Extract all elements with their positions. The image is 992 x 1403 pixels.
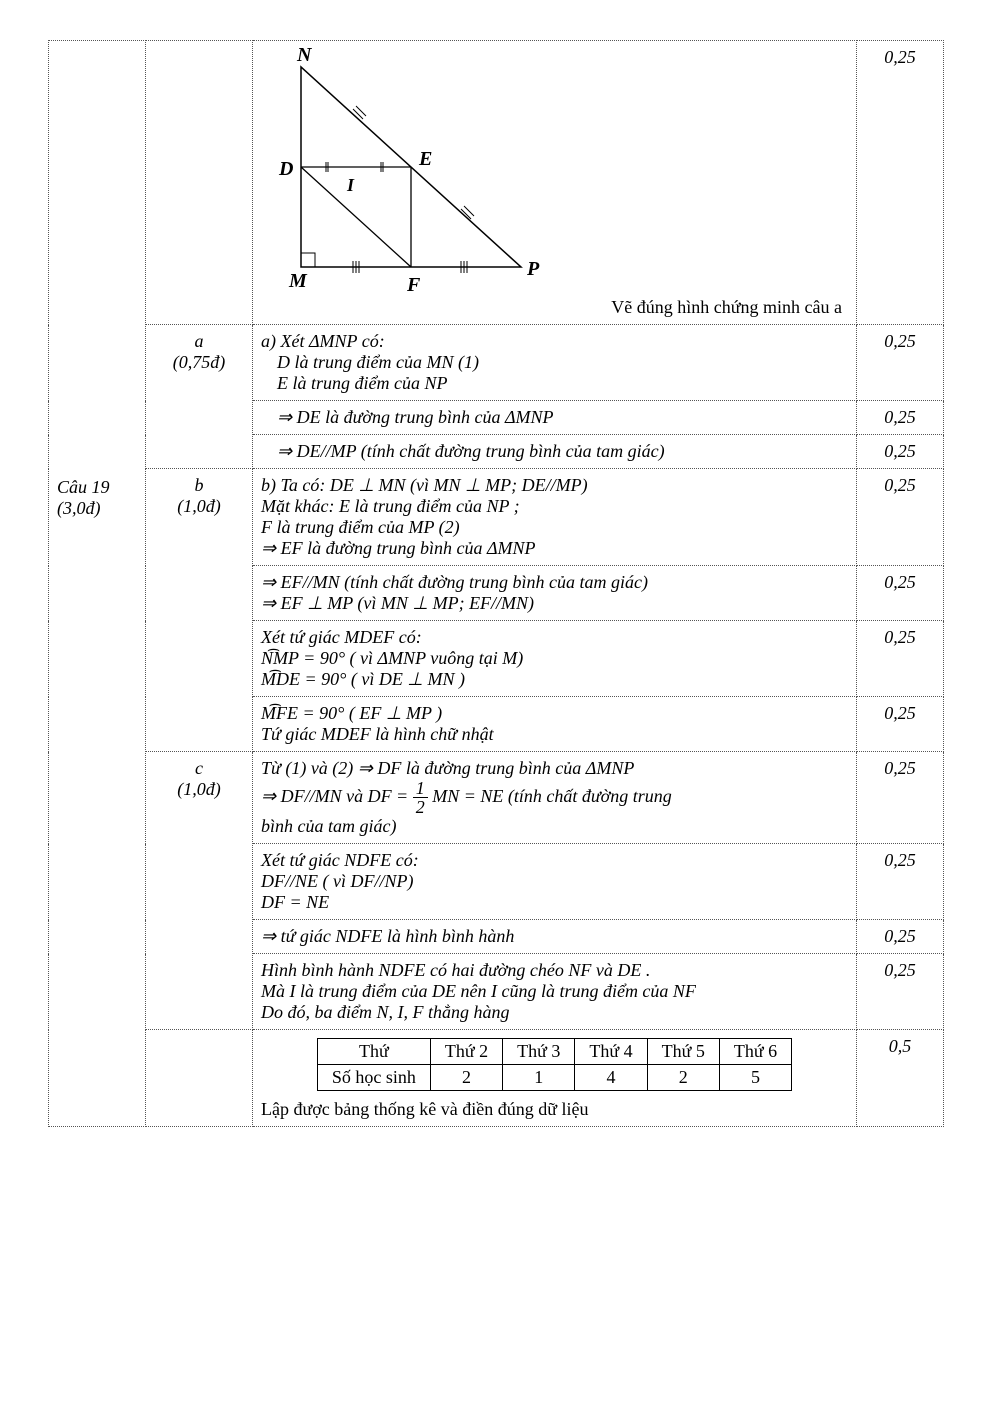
part-c-points: (1,0đ) bbox=[177, 779, 221, 799]
row-label: Số học sinh bbox=[317, 1065, 430, 1091]
v-0: 2 bbox=[430, 1065, 502, 1091]
score-a3: 0,25 bbox=[857, 435, 944, 469]
score-c4: 0,25 bbox=[857, 954, 944, 1030]
stats-cell: Thứ Thứ 2 Thứ 3 Thứ 4 Thứ 5 Thứ 6 Số học… bbox=[253, 1030, 857, 1127]
lbl-D: D bbox=[278, 158, 293, 180]
score-stats: 0,5 bbox=[857, 1030, 944, 1127]
frac-num: 1 bbox=[413, 779, 428, 798]
c-r3: ⇒ tứ giác NDFE là hình bình hành bbox=[253, 920, 857, 954]
question-points: (3,0đ) bbox=[57, 498, 101, 518]
part-c-cell: c (1,0đ) bbox=[146, 752, 253, 1030]
c-t2b: MN = NE (tính chất đường trung bbox=[432, 786, 672, 806]
lbl-F: F bbox=[406, 274, 421, 296]
part-b-label: b bbox=[195, 475, 204, 495]
b-r3: Xét tứ giác MDEF có: N͡MP = 90° ( vì ΔMN… bbox=[253, 621, 857, 697]
c-t9: Mà I là trung điểm của DE nên I cũng là … bbox=[261, 981, 696, 1001]
c-t4: Xét tứ giác NDFE có: bbox=[261, 850, 419, 870]
a-r3: ⇒ DE//MP (tính chất đường trung bình của… bbox=[253, 435, 857, 469]
c-t10: Do đó, ba điểm N, I, F thẳng hàng bbox=[261, 1002, 509, 1022]
stats-caption: Lập được bảng thống kê và điền đúng dữ l… bbox=[261, 1099, 848, 1120]
score-c3: 0,25 bbox=[857, 920, 944, 954]
lbl-M: M bbox=[288, 270, 308, 292]
th-3: Thứ 4 bbox=[575, 1039, 647, 1065]
part-a-cell: a (0,75đ) bbox=[146, 325, 253, 469]
c-r1: Từ (1) và (2) ⇒ DF là đường trung bình c… bbox=[253, 752, 857, 844]
c-t1: Từ (1) và (2) ⇒ DF là đường trung bình c… bbox=[261, 758, 634, 778]
score-b2: 0,25 bbox=[857, 566, 944, 621]
v-4: 5 bbox=[719, 1065, 791, 1091]
part-a-points: (0,75đ) bbox=[173, 352, 226, 372]
score-b4: 0,25 bbox=[857, 697, 944, 752]
b-t8: N͡MP = 90° ( vì ΔMNP vuông tại M) bbox=[261, 648, 523, 668]
c-t3: bình của tam giác) bbox=[261, 816, 396, 836]
a-t2: D là trung điểm của MN (1) bbox=[261, 352, 479, 372]
frac-den: 2 bbox=[413, 798, 428, 816]
part-c-label: c bbox=[195, 758, 203, 778]
part-empty-1 bbox=[146, 41, 253, 325]
b-t9: M͡DE = 90° ( vì DE ⊥ MN ) bbox=[261, 669, 465, 689]
th-1: Thứ 2 bbox=[430, 1039, 502, 1065]
question-cell: Câu 19 (3,0đ) bbox=[49, 41, 146, 1127]
stats-empty bbox=[146, 1030, 253, 1127]
part-a-label: a bbox=[195, 331, 204, 351]
lbl-E: E bbox=[418, 148, 432, 170]
lbl-I: I bbox=[346, 175, 355, 195]
score-a1: 0,25 bbox=[857, 325, 944, 401]
b-t1: b) Ta có: DE ⊥ MN (vì MN ⊥ MP; DE//MP) bbox=[261, 475, 588, 495]
lbl-P: P bbox=[526, 258, 540, 280]
b-t7: Xét tứ giác MDEF có: bbox=[261, 627, 422, 647]
figure-cell: N E D I M F P Vẽ đúng hình chứng minh câ… bbox=[253, 41, 857, 325]
c-t5: DF//NE ( vì DF//NP) bbox=[261, 871, 413, 891]
b-t10: M͡FE = 90° ( EF ⊥ MP ) bbox=[261, 703, 442, 723]
lbl-N: N bbox=[296, 47, 313, 66]
grading-table: Câu 19 (3,0đ) bbox=[48, 40, 944, 1127]
th-2: Thứ 3 bbox=[503, 1039, 575, 1065]
a-t1: a) Xét ΔMNP có: bbox=[261, 331, 385, 351]
score-a2: 0,25 bbox=[857, 401, 944, 435]
b-t4: ⇒ EF là đường trung bình của ΔMNP bbox=[261, 538, 536, 558]
part-b-points: (1,0đ) bbox=[177, 496, 221, 516]
b-t2: Mặt khác: E là trung điểm của NP ; bbox=[261, 496, 520, 516]
th-5: Thứ 6 bbox=[719, 1039, 791, 1065]
c-r2: Xét tứ giác NDFE có: DF//NE ( vì DF//NP)… bbox=[253, 844, 857, 920]
score-b3: 0,25 bbox=[857, 621, 944, 697]
score-c2: 0,25 bbox=[857, 844, 944, 920]
b-r4: M͡FE = 90° ( EF ⊥ MP ) Tứ giác MDEF là h… bbox=[253, 697, 857, 752]
v-2: 4 bbox=[575, 1065, 647, 1091]
a-r2: ⇒ DE là đường trung bình của ΔMNP bbox=[253, 401, 857, 435]
v-1: 1 bbox=[503, 1065, 575, 1091]
th-4: Thứ 5 bbox=[647, 1039, 719, 1065]
th-0: Thứ bbox=[317, 1039, 430, 1065]
b-r2: ⇒ EF//MN (tính chất đường trung bình của… bbox=[253, 566, 857, 621]
v-3: 2 bbox=[647, 1065, 719, 1091]
a-r1: a) Xét ΔMNP có: D là trung điểm của MN (… bbox=[253, 325, 857, 401]
figure-caption: Vẽ đúng hình chứng minh câu a bbox=[261, 297, 848, 318]
part-b-cell: b (1,0đ) bbox=[146, 469, 253, 752]
b-t3: F là trung điểm của MP (2) bbox=[261, 517, 460, 537]
score-fig: 0,25 bbox=[857, 41, 944, 325]
c-r4: Hình bình hành NDFE có hai đường chéo NF… bbox=[253, 954, 857, 1030]
c-t8: Hình bình hành NDFE có hai đường chéo NF… bbox=[261, 960, 650, 980]
c-t6: DF = NE bbox=[261, 892, 329, 912]
score-c1: 0,25 bbox=[857, 752, 944, 844]
b-t5: ⇒ EF//MN (tính chất đường trung bình của… bbox=[261, 572, 648, 592]
stats-table: Thứ Thứ 2 Thứ 3 Thứ 4 Thứ 5 Thứ 6 Số học… bbox=[317, 1038, 792, 1091]
a-t3: E là trung điểm của NP bbox=[261, 373, 447, 393]
c-t2a: ⇒ DF//MN và DF = bbox=[261, 786, 413, 806]
question-id: Câu 19 bbox=[57, 477, 110, 497]
triangle-figure: N E D I M F P bbox=[261, 47, 561, 297]
score-b1: 0,25 bbox=[857, 469, 944, 566]
b-r1: b) Ta có: DE ⊥ MN (vì MN ⊥ MP; DE//MP) M… bbox=[253, 469, 857, 566]
b-t11: Tứ giác MDEF là hình chữ nhật bbox=[261, 724, 494, 744]
b-t6: ⇒ EF ⊥ MP (vì MN ⊥ MP; EF//MN) bbox=[261, 593, 534, 613]
